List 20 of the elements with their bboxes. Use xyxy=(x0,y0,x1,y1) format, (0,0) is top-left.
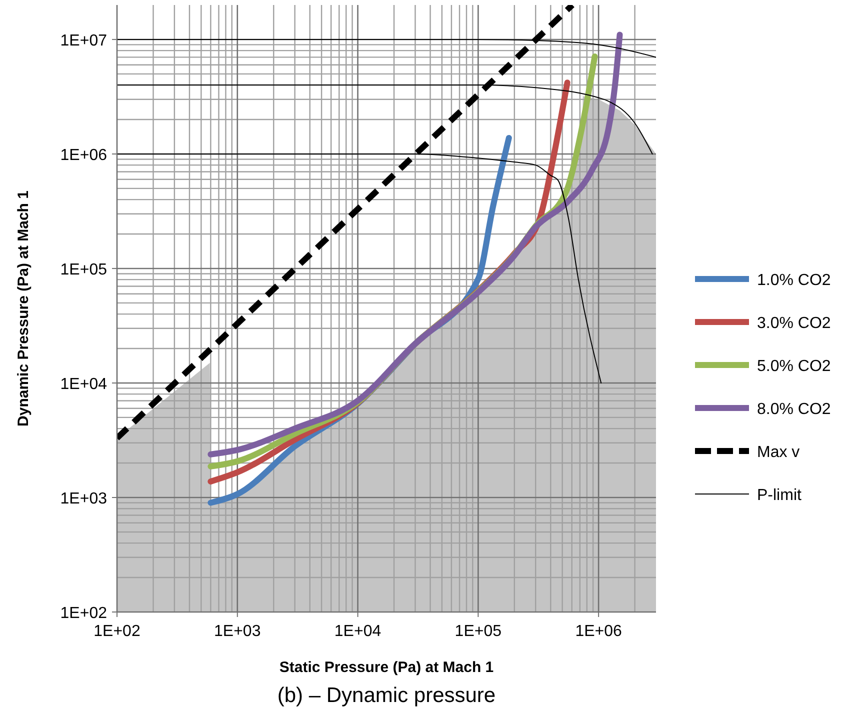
x-tick-label: 1E+06 xyxy=(575,623,622,640)
x-tick-label: 1E+03 xyxy=(214,623,261,640)
legend-label: 1.0% CO2 xyxy=(757,272,831,289)
y-tick-label: 1E+03 xyxy=(60,490,108,508)
y-tick-label: 1E+04 xyxy=(60,376,108,393)
legend-label: P-limit xyxy=(757,487,802,504)
y-tick-label: 1E+05 xyxy=(60,261,108,278)
y-tick-label: 1E+07 xyxy=(60,32,108,50)
x-axis-title: Static Pressure (Pa) at Mach 1 xyxy=(279,659,494,676)
text: (b) – Dynamic pressure xyxy=(277,684,496,707)
y-tick-label: 1E+02 xyxy=(60,605,108,622)
legend-label: Max v xyxy=(757,444,800,461)
legend-label: 3.0% CO2 xyxy=(757,315,831,332)
legend-label: 5.0% CO2 xyxy=(757,358,831,375)
x-tick-label: 1E+04 xyxy=(334,623,382,640)
y-tick-label: 1E+06 xyxy=(60,146,108,164)
x-tick-label: 1E+05 xyxy=(454,623,502,640)
legend-label: 8.0% CO2 xyxy=(757,401,831,418)
x-tick-label: 1E+02 xyxy=(94,623,140,640)
y-axis-title: Dynamic Pressure (Pa) at Mach 1 xyxy=(15,190,32,426)
